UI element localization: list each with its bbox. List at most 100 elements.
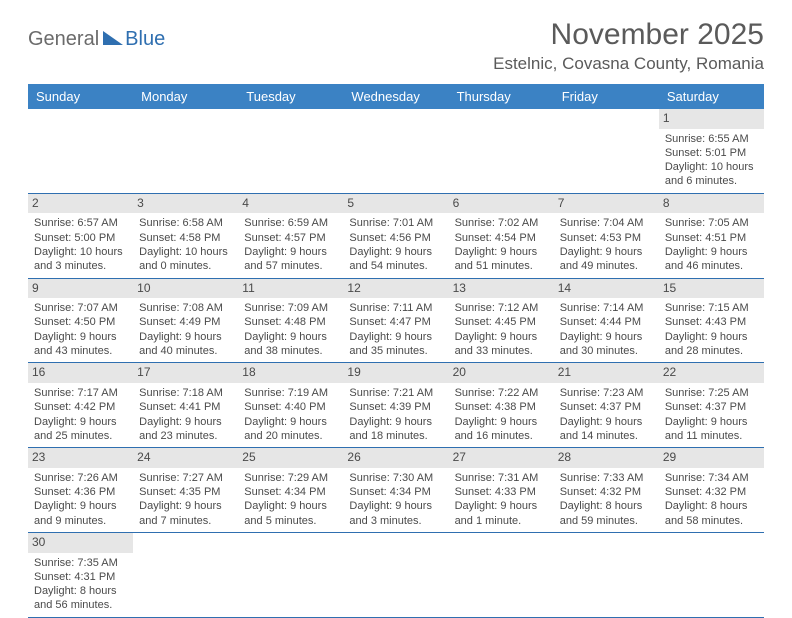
sunset-text: Sunset: 5:01 PM — [665, 146, 758, 160]
calendar-cell — [449, 109, 554, 193]
sunset-text: Sunset: 4:58 PM — [139, 231, 232, 245]
sunrise-text: Sunrise: 7:14 AM — [560, 301, 653, 315]
day-number: 8 — [659, 194, 764, 214]
sunset-text: Sunset: 4:44 PM — [560, 315, 653, 329]
day-number: 16 — [28, 363, 133, 383]
sunrise-text: Sunrise: 7:30 AM — [349, 471, 442, 485]
calendar-cell: 18Sunrise: 7:19 AMSunset: 4:40 PMDayligh… — [238, 363, 343, 448]
sunrise-text: Sunrise: 7:22 AM — [455, 386, 548, 400]
calendar-cell: 1Sunrise: 6:55 AMSunset: 5:01 PMDaylight… — [659, 109, 764, 193]
day-number: 11 — [238, 279, 343, 299]
sunset-text: Sunset: 4:34 PM — [244, 485, 337, 499]
day-number: 27 — [449, 448, 554, 468]
day-number: 12 — [343, 279, 448, 299]
calendar-cell — [133, 532, 238, 617]
daylight-text: Daylight: 9 hours and 20 minutes. — [244, 415, 337, 444]
calendar-cell — [554, 109, 659, 193]
sunset-text: Sunset: 4:32 PM — [560, 485, 653, 499]
day-number: 26 — [343, 448, 448, 468]
day-number: 29 — [659, 448, 764, 468]
daylight-text: Daylight: 8 hours and 59 minutes. — [560, 499, 653, 528]
calendar-cell: 10 Sunrise: 7:08 AMSunset: 4:49 PMDayligh… — [133, 278, 238, 363]
day-number: 15 — [659, 279, 764, 299]
logo: General Blue — [28, 28, 165, 51]
day-number: 13 — [449, 279, 554, 299]
sunrise-text: Sunrise: 7:34 AM — [665, 471, 758, 485]
day-number: 5 — [343, 194, 448, 214]
sunset-text: Sunset: 4:31 PM — [34, 570, 127, 584]
daylight-text: Daylight: 10 hours and 3 minutes. — [34, 245, 127, 274]
calendar-cell: 22Sunrise: 7:25 AMSunset: 4:37 PMDayligh… — [659, 363, 764, 448]
sunset-text: Sunset: 4:51 PM — [665, 231, 758, 245]
calendar-cell: 9Sunrise: 7:07 AMSunset: 4:50 PMDaylight… — [28, 278, 133, 363]
daylight-text: Daylight: 9 hours and 14 minutes. — [560, 415, 653, 444]
day-number: 10 — [133, 279, 238, 299]
calendar-head: SundayMondayTuesdayWednesdayThursdayFrid… — [28, 84, 764, 109]
daylight-text: Daylight: 9 hours and 28 minutes. — [665, 330, 758, 359]
sunset-text: Sunset: 4:42 PM — [34, 400, 127, 414]
sunrise-text: Sunrise: 7:05 AM — [665, 216, 758, 230]
daylight-text: Daylight: 9 hours and 7 minutes. — [139, 499, 232, 528]
daylight-text: Daylight: 9 hours and 1 minute. — [455, 499, 548, 528]
calendar-cell: 13Sunrise: 7:12 AMSunset: 4:45 PMDayligh… — [449, 278, 554, 363]
sunrise-text: Sunrise: 7:01 AM — [349, 216, 442, 230]
sunrise-text: Sunrise: 7:33 AM — [560, 471, 653, 485]
calendar-cell: 16Sunrise: 7:17 AMSunset: 4:42 PMDayligh… — [28, 363, 133, 448]
sunrise-text: Sunrise: 6:59 AM — [244, 216, 337, 230]
sunrise-text: Sunrise: 7:02 AM — [455, 216, 548, 230]
daylight-text: Daylight: 9 hours and 57 minutes. — [244, 245, 337, 274]
day-number: 6 — [449, 194, 554, 214]
sunrise-text: Sunrise: 7:15 AM — [665, 301, 758, 315]
day-number: 19 — [343, 363, 448, 383]
daylight-text: Daylight: 9 hours and 49 minutes. — [560, 245, 653, 274]
sunrise-text: Sunrise: 7:17 AM — [34, 386, 127, 400]
calendar-cell: 2Sunrise: 6:57 AMSunset: 5:00 PMDaylight… — [28, 193, 133, 278]
calendar-cell: 8Sunrise: 7:05 AMSunset: 4:51 PMDaylight… — [659, 193, 764, 278]
day-header: Sunday — [28, 84, 133, 109]
sunset-text: Sunset: 4:53 PM — [560, 231, 653, 245]
month-title: November 2025 — [493, 18, 764, 52]
day-header: Tuesday — [238, 84, 343, 109]
calendar-cell: 7Sunrise: 7:04 AMSunset: 4:53 PMDaylight… — [554, 193, 659, 278]
sunrise-text: Sunrise: 7:21 AM — [349, 386, 442, 400]
sunset-text: Sunset: 4:50 PM — [34, 315, 127, 329]
sunrise-text: Sunrise: 7:18 AM — [139, 386, 232, 400]
day-number: 4 — [238, 194, 343, 214]
calendar-cell: 11Sunrise: 7:09 AMSunset: 4:48 PMDayligh… — [238, 278, 343, 363]
day-number: 28 — [554, 448, 659, 468]
daylight-text: Daylight: 9 hours and 33 minutes. — [455, 330, 548, 359]
day-header: Saturday — [659, 84, 764, 109]
calendar-cell: 30Sunrise: 7:35 AMSunset: 4:31 PMDayligh… — [28, 532, 133, 617]
calendar-cell — [133, 109, 238, 193]
calendar-cell: 26Sunrise: 7:30 AMSunset: 4:34 PMDayligh… — [343, 448, 448, 533]
sunrise-text: Sunrise: 7:26 AM — [34, 471, 127, 485]
sunset-text: Sunset: 4:43 PM — [665, 315, 758, 329]
calendar-cell — [659, 532, 764, 617]
sunrise-text: Sunrise: 7:11 AM — [349, 301, 442, 315]
sunrise-text: Sunrise: 6:58 AM — [139, 216, 232, 230]
sunrise-text: Sunrise: 7:19 AM — [244, 386, 337, 400]
logo-text-general: General — [28, 28, 99, 51]
calendar-cell: 12Sunrise: 7:11 AMSunset: 4:47 PMDayligh… — [343, 278, 448, 363]
calendar-cell: 27Sunrise: 7:31 AMSunset: 4:33 PMDayligh… — [449, 448, 554, 533]
day-number: 7 — [554, 194, 659, 214]
sunset-text: Sunset: 4:33 PM — [455, 485, 548, 499]
day-number: 3 — [133, 194, 238, 214]
sunrise-text: Sunrise: 7:08 AM — [139, 301, 232, 315]
sunrise-text: Sunrise: 7:23 AM — [560, 386, 653, 400]
location: Estelnic, Covasna County, Romania — [493, 54, 764, 74]
calendar-cell: 6Sunrise: 7:02 AMSunset: 4:54 PMDaylight… — [449, 193, 554, 278]
sunset-text: Sunset: 4:47 PM — [349, 315, 442, 329]
sunset-text: Sunset: 4:49 PM — [139, 315, 232, 329]
calendar-cell: 3Sunrise: 6:58 AMSunset: 4:58 PMDaylight… — [133, 193, 238, 278]
sunset-text: Sunset: 4:37 PM — [665, 400, 758, 414]
sunset-text: Sunset: 4:39 PM — [349, 400, 442, 414]
calendar-body: 1Sunrise: 6:55 AMSunset: 5:01 PMDaylight… — [28, 109, 764, 617]
sunset-text: Sunset: 4:36 PM — [34, 485, 127, 499]
day-number: 1 — [659, 109, 764, 129]
header: General Blue November 2025 Estelnic, Cov… — [28, 18, 764, 74]
daylight-text: Daylight: 9 hours and 38 minutes. — [244, 330, 337, 359]
daylight-text: Daylight: 9 hours and 40 minutes. — [139, 330, 232, 359]
calendar-cell: 14Sunrise: 7:14 AMSunset: 4:44 PMDayligh… — [554, 278, 659, 363]
calendar-cell: 25Sunrise: 7:29 AMSunset: 4:34 PMDayligh… — [238, 448, 343, 533]
